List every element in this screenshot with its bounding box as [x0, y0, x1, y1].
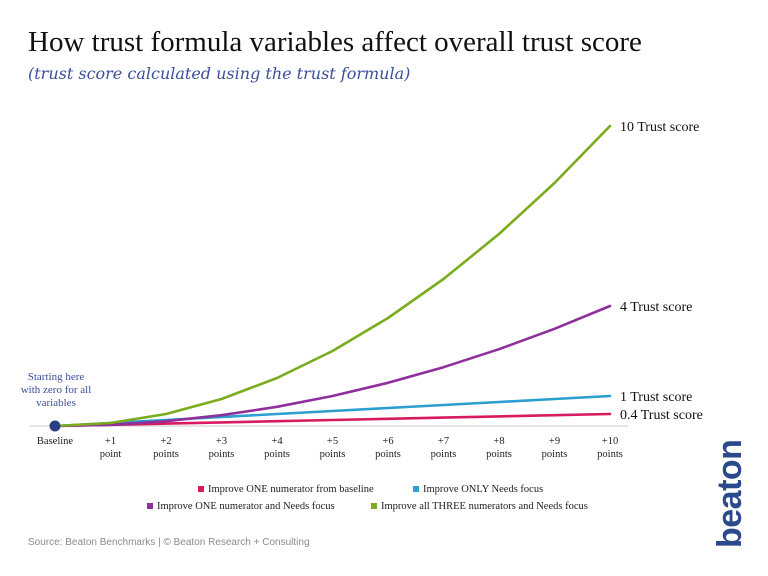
- x-tick-label-line: points: [431, 449, 457, 460]
- x-tick-label-line: +3: [216, 436, 227, 447]
- x-tick-label-line: +9: [549, 436, 560, 447]
- legend-swatch: [198, 486, 204, 492]
- legend-label: Improve ONE numerator from baseline: [208, 484, 374, 495]
- legend-swatch: [371, 503, 377, 509]
- legend-label: Improve ONE numerator and Needs focus: [157, 501, 335, 512]
- x-tick-label: +3 points: [209, 436, 235, 460]
- x-tick-label: Baseline: [37, 436, 73, 447]
- x-tick-label: +8 points: [486, 436, 512, 460]
- x-tick-label: +1 point: [100, 436, 122, 460]
- x-tick-label-line: +5: [327, 436, 338, 447]
- x-tick-label: +2 points: [153, 436, 179, 460]
- x-tick-label-line: +4: [271, 436, 283, 447]
- x-tick-label-line: points: [542, 449, 568, 460]
- x-tick-label-line: +1: [105, 436, 116, 447]
- x-tick-label: +5 points: [320, 436, 346, 460]
- x-tick-label-line: +8: [493, 436, 504, 447]
- x-tick-label-line: points: [375, 449, 401, 460]
- legend-swatch: [413, 486, 419, 492]
- x-tick-label: +9 points: [542, 436, 568, 460]
- x-tick-label-line: points: [209, 449, 235, 460]
- x-tick-label: +6 points: [375, 436, 401, 460]
- x-tick-label-line: point: [100, 449, 122, 460]
- series-end-label: 0.4 Trust score: [620, 408, 703, 423]
- beaton-logo: beaton: [711, 439, 749, 548]
- x-tick-label-line: points: [153, 449, 179, 460]
- x-tick-label-line: Baseline: [37, 436, 73, 447]
- legend-label: Improve ONLY Needs focus: [423, 484, 543, 495]
- series-line: [53, 394, 612, 428]
- x-tick-label-line: points: [264, 449, 290, 460]
- series-end-label: 1 Trust score: [620, 390, 692, 405]
- legend-swatch: [147, 503, 153, 509]
- legend-label: Improve all THREE numerators and Needs f…: [381, 501, 588, 512]
- series-line: [53, 124, 612, 428]
- series-end-label: 4 Trust score: [620, 300, 692, 315]
- x-tick-label-line: points: [597, 449, 623, 460]
- x-tick-label-line: +6: [382, 436, 393, 447]
- x-tick-label: +4 points: [264, 436, 290, 460]
- x-tick-label-line: +7: [438, 436, 449, 447]
- source-note: Source: Beaton Benchmarks | © Beaton Res…: [28, 537, 310, 548]
- series-end-label: 10 Trust score: [620, 120, 699, 135]
- chart-subtitle: (trust score calculated using the trust …: [28, 64, 411, 83]
- x-tick-label-line: points: [486, 449, 512, 460]
- x-tick-label: +10 points: [597, 436, 623, 460]
- x-tick-label-line: +2: [160, 436, 171, 447]
- x-tick-label-line: points: [320, 449, 346, 460]
- series-line: [53, 304, 612, 428]
- chart-title: How trust formula variables affect overa…: [28, 26, 642, 58]
- baseline-marker: [49, 420, 61, 432]
- series-line: [53, 412, 612, 428]
- baseline-annotation: Starting here with zero for all variable…: [20, 371, 92, 409]
- x-tick-label: +7 points: [431, 436, 457, 460]
- x-tick-label-line: +10: [602, 436, 618, 447]
